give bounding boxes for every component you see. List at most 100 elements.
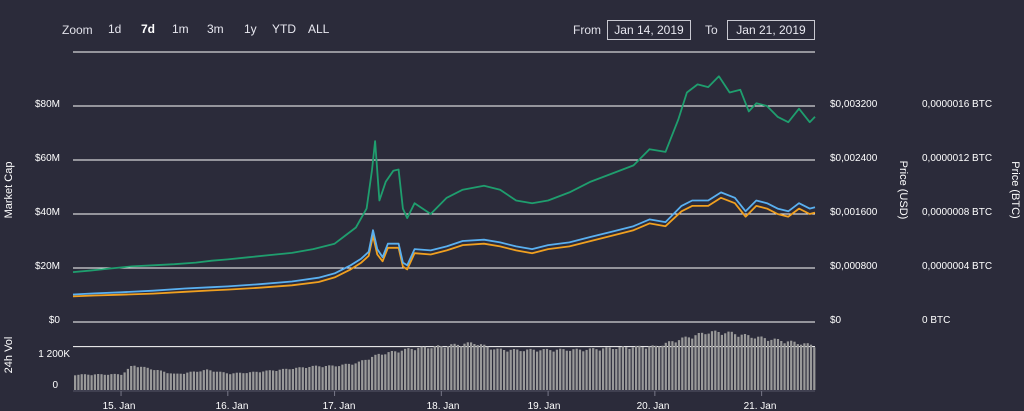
volume-bar	[664, 342, 667, 390]
volume-bar	[262, 371, 265, 390]
zoom-all-button[interactable]: ALL	[308, 22, 330, 36]
usd-tick-label: $0,000800	[830, 261, 878, 272]
volume-bar	[334, 366, 337, 390]
zoom-1y-button[interactable]: 1y	[244, 22, 257, 36]
volume-bar	[206, 369, 209, 390]
volume-bar	[344, 363, 347, 390]
volume-bar	[258, 372, 261, 390]
volume-bar	[413, 350, 417, 390]
volume-bar	[285, 368, 288, 390]
volume-bar	[727, 331, 730, 390]
volume-bar	[331, 365, 334, 390]
x-tick-label: 17. Jan	[323, 401, 356, 411]
volume-bar	[225, 373, 228, 390]
volume-bar	[107, 374, 110, 390]
volume-axis-title: 24h Vol	[3, 337, 15, 374]
volume-bar	[288, 369, 291, 390]
volume-bar	[578, 349, 582, 390]
volume-bar	[305, 368, 308, 390]
volume-bar	[638, 345, 641, 390]
volume-bar	[499, 348, 502, 390]
volume-bar	[621, 346, 624, 390]
volume-bar	[588, 348, 591, 390]
volume-bar	[446, 346, 450, 390]
volume-bar	[410, 348, 413, 390]
zoom-3m-button[interactable]: 3m	[207, 22, 224, 36]
volume-bar	[714, 330, 717, 390]
volume-bar	[786, 341, 789, 390]
volume-bar	[278, 369, 281, 390]
volume-bar	[694, 335, 697, 390]
volume-bar	[176, 373, 179, 390]
volume-bar	[242, 373, 245, 390]
usd-tick-label: $0,002400	[830, 153, 878, 164]
btc-tick-label: 0,0000004 BTC	[922, 261, 992, 272]
zoom-7d-button[interactable]: 7d	[141, 22, 156, 36]
usd-tick-label: $0	[830, 315, 842, 326]
volume-bar	[384, 354, 387, 390]
zoom-label: Zoom	[62, 23, 93, 37]
volume-bar	[126, 368, 129, 390]
volume-bar	[503, 350, 506, 390]
volume-bar	[318, 366, 321, 390]
volume-bar	[628, 348, 631, 390]
series-line-1	[72, 191, 816, 296]
volume-tick-label: 0	[52, 380, 58, 391]
from-label: From	[573, 23, 601, 37]
volume-tick-label: 1 200K	[38, 349, 70, 360]
volume-bar	[298, 367, 301, 390]
volume-bar	[760, 336, 763, 390]
volume-bar	[163, 371, 166, 390]
volume-bar	[701, 332, 704, 390]
volume-bar	[321, 367, 324, 390]
volume-bar	[565, 350, 568, 390]
volume-bar	[427, 348, 430, 390]
volume-bar	[400, 350, 403, 390]
volume-bar	[212, 371, 215, 390]
zoom-ytd-button[interactable]: YTD	[272, 22, 296, 36]
volume-bar	[407, 348, 410, 390]
volume-bar	[677, 340, 681, 390]
volume-bar	[314, 365, 318, 390]
usd-tick-label: $0,003200	[830, 99, 878, 110]
volume-bar	[308, 367, 311, 390]
volume-bar	[291, 369, 294, 390]
volume-bar	[328, 365, 331, 390]
volume-bar	[404, 348, 407, 390]
from-date-input[interactable]	[607, 20, 691, 40]
volume-bar	[420, 346, 423, 390]
volume-bar	[486, 346, 489, 390]
volume-bar	[423, 346, 426, 390]
volume-bar	[724, 333, 727, 390]
volume-bar	[707, 333, 710, 390]
volume-bar	[592, 348, 595, 390]
zoom-1m-button[interactable]: 1m	[172, 22, 189, 36]
volume-bar	[605, 347, 608, 390]
volume-bar	[377, 353, 380, 390]
volume-bar	[235, 372, 238, 390]
volume-bar	[575, 348, 578, 390]
volume-bar	[371, 356, 374, 390]
volume-bar	[202, 370, 205, 390]
volume-bar	[248, 372, 252, 390]
volume-bar	[324, 366, 327, 390]
volume-bar	[179, 373, 182, 390]
volume-bar	[668, 341, 671, 390]
volume-bar	[747, 335, 750, 390]
volume-bar	[301, 367, 304, 390]
volume-bar	[374, 354, 377, 390]
volume-bar	[272, 370, 275, 390]
volume-bar	[103, 374, 106, 390]
volume-bar	[100, 374, 103, 390]
to-date-input[interactable]	[727, 20, 815, 40]
volume-bar	[615, 349, 618, 390]
zoom-1d-button[interactable]: 1d	[108, 22, 122, 36]
left-tick-label: $0	[49, 315, 61, 326]
volume-bar	[773, 338, 776, 390]
to-label: To	[705, 23, 718, 37]
volume-bar	[440, 346, 443, 390]
volume-bar	[215, 371, 219, 390]
volume-bar	[229, 374, 232, 390]
volume-bar	[641, 347, 644, 390]
btc-tick-label: 0 BTC	[922, 315, 950, 326]
